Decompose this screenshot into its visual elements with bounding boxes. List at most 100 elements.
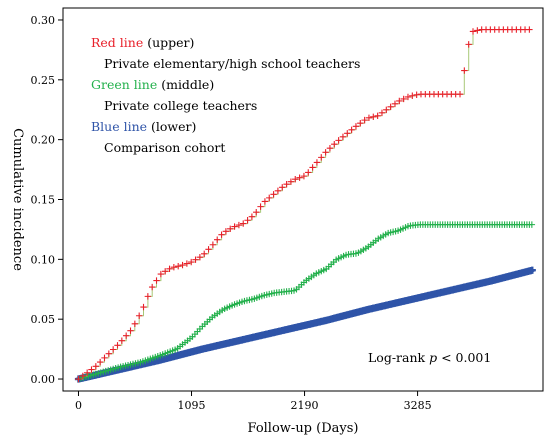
censor-mark: [157, 270, 165, 278]
censor-mark: [283, 180, 290, 188]
censor-mark: [409, 92, 416, 99]
censor-mark: [196, 253, 204, 261]
y-tick-label: 0.05: [31, 313, 56, 326]
censor-mark: [218, 231, 225, 238]
censor-mark: [396, 97, 403, 105]
censor-mark: [83, 369, 91, 376]
censor-mark: [400, 95, 407, 103]
log-rank-p: p: [429, 350, 437, 365]
censor-mark: [244, 217, 251, 224]
censor-mark: [253, 208, 260, 216]
y-tick-label: 0.15: [31, 194, 56, 207]
series-lines: [74, 26, 536, 383]
legend-red-description: Private elementary/high school teachers: [104, 56, 360, 71]
censor-mark: [528, 221, 536, 228]
censor-mark: [270, 191, 277, 198]
legend-red-qualifier: (upper): [143, 35, 194, 50]
censor-mark: [183, 260, 191, 267]
censor-mark: [279, 184, 286, 191]
x-tick-label: 0: [75, 399, 82, 412]
censor-mark: [153, 277, 160, 284]
legend-red-label: Red line: [91, 35, 143, 50]
censor-mark: [404, 93, 412, 101]
censor-mark: [235, 221, 243, 229]
legend-entry-red: Red line (upper): [91, 35, 194, 50]
censor-mark: [465, 41, 472, 48]
censor-mark: [257, 203, 264, 210]
censor-mark: [101, 354, 108, 362]
censor-mark: [109, 346, 117, 353]
censor-mark: [352, 123, 360, 130]
censor-mark: [469, 28, 477, 35]
censor-mark: [88, 366, 95, 373]
censor-mark: [192, 256, 199, 263]
x-tick-label: 2190: [291, 399, 319, 412]
log-rank-annotation: Log-rank p < 0.001: [368, 350, 491, 365]
censor-mark: [391, 100, 399, 107]
censor-mark: [274, 187, 282, 195]
censor-mark: [96, 358, 104, 366]
censor-mark: [339, 133, 347, 141]
legend-entry-green: Green line (middle): [91, 77, 214, 92]
censor-mark: [305, 169, 312, 176]
censor-mark: [248, 213, 256, 220]
y-tick-label: 0.00: [31, 373, 56, 386]
censor-mark: [528, 266, 536, 274]
legend-blue-description: Comparison cohort: [104, 140, 225, 155]
censor-mark: [266, 194, 273, 202]
censor-mark: [309, 164, 316, 171]
censor-mark: [201, 250, 208, 258]
censor-mark: [179, 261, 186, 269]
censor-mark: [114, 342, 121, 349]
censor-mark: [296, 174, 303, 181]
censor-mark: [331, 140, 338, 148]
censor-mark: [166, 265, 173, 272]
censor-mark: [292, 175, 299, 183]
y-tick-label: 0.25: [31, 74, 56, 87]
censor-mark: [383, 106, 390, 114]
censor-mark: [526, 26, 533, 33]
legend-blue-qualifier: (lower): [147, 119, 196, 134]
censor-mark: [326, 144, 334, 152]
censor-mark: [161, 268, 169, 275]
censor-mark: [75, 375, 82, 383]
censor-mark: [357, 119, 364, 127]
censor-mark: [413, 91, 420, 98]
censor-mark: [313, 159, 321, 166]
censor-mark: [322, 149, 329, 156]
legend-entry-blue: Blue line (lower): [91, 119, 196, 134]
censor-mark: [127, 327, 134, 334]
censor-mark: [300, 172, 308, 180]
censor-mark: [344, 130, 351, 137]
legend: Red line (upper) Private elementary/high…: [91, 35, 360, 155]
censor-mark: [348, 126, 355, 134]
log-rank-suffix: < 0.001: [437, 350, 491, 365]
censor-mark: [387, 103, 394, 111]
censor-mark: [370, 113, 377, 120]
censor-mark: [105, 350, 113, 357]
censor-mark: [144, 293, 152, 300]
censor-mark: [261, 198, 269, 205]
censor-mark: [461, 67, 468, 74]
legend-green-label: Green line: [91, 77, 157, 92]
censor-mark: [135, 312, 143, 319]
y-tick-label: 0.10: [31, 253, 56, 266]
censor-mark: [131, 320, 139, 327]
censor-mark: [170, 263, 178, 271]
x-tick-label: 1095: [178, 399, 206, 412]
censor-mark: [222, 228, 230, 235]
censor-mark: [209, 241, 217, 248]
censor-mark: [335, 137, 342, 144]
legend-green-description: Private college teachers: [104, 98, 257, 113]
censor-mark: [374, 112, 381, 119]
censor-mark: [318, 154, 325, 161]
censor-mark: [287, 178, 295, 185]
censor-mark: [361, 116, 368, 124]
censor-mark: [140, 303, 147, 311]
censor-mark: [92, 363, 100, 370]
censor-mark: [205, 246, 212, 253]
series-blue: [74, 266, 536, 383]
censor-mark: [118, 337, 126, 344]
legend-blue-label: Blue line: [91, 119, 147, 134]
